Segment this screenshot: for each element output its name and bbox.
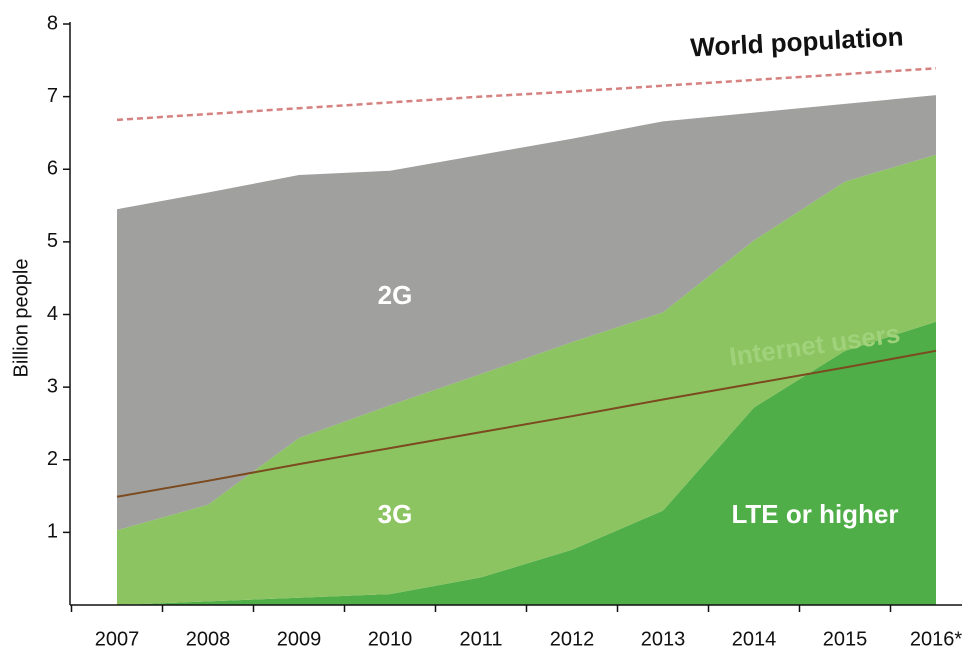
- y-tick-label: 6: [47, 158, 58, 180]
- line-label: World population: [690, 21, 905, 62]
- area-label: LTE or higher: [731, 499, 898, 529]
- area: [117, 95, 936, 531]
- x-tick-label: 2010: [368, 628, 413, 650]
- x-tick-label: 2016*: [910, 628, 962, 650]
- line: [116, 67, 937, 122]
- y-tick-label: 2: [47, 448, 58, 470]
- area-label: 2G: [378, 280, 413, 310]
- x-tick-label: 2015: [823, 628, 868, 650]
- y-axis-title: Billion people: [10, 259, 32, 378]
- x-tick-label: 2014: [732, 628, 777, 650]
- area-label: 3G: [378, 499, 413, 529]
- y-tick-label: 1: [47, 521, 58, 543]
- x-tick-label: 2009: [277, 628, 322, 650]
- y-tick-label: 5: [47, 230, 58, 252]
- y-tick-label: 3: [47, 375, 58, 397]
- x-tick-label: 2011: [459, 628, 502, 650]
- x-tick-label: 2013: [641, 628, 686, 650]
- y-tick-label: 7: [47, 85, 58, 107]
- area: [117, 154, 936, 605]
- line: [116, 349, 937, 498]
- area: [117, 321, 936, 605]
- y-tick-label: 8: [47, 12, 58, 34]
- y-tick-label: 4: [47, 303, 58, 325]
- x-tick-label: 2012: [550, 628, 595, 650]
- x-tick-label: 2007: [95, 628, 140, 650]
- x-tick-label: 2008: [186, 628, 231, 650]
